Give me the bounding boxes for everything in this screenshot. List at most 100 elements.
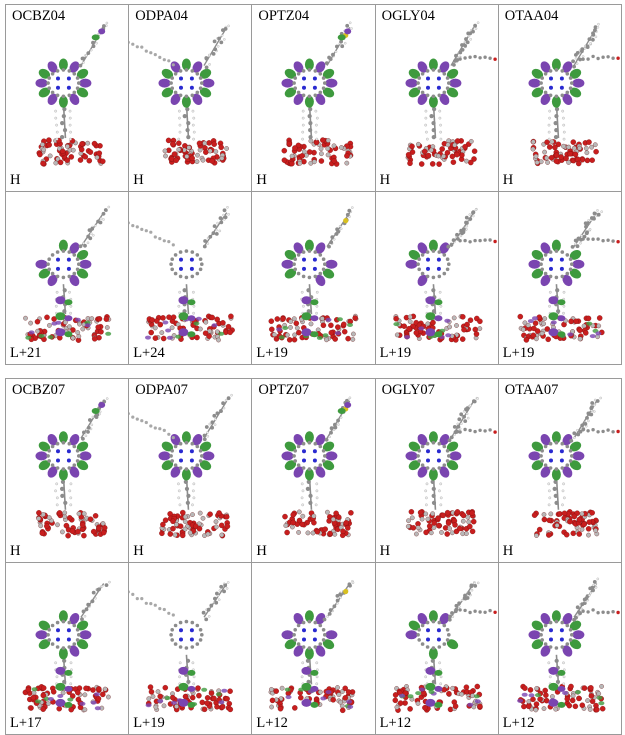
molecule — [281, 21, 354, 167]
molecule — [392, 581, 497, 713]
orbital-label: H — [502, 543, 514, 559]
tio2-slab — [145, 313, 236, 343]
molecule-render — [129, 393, 234, 539]
cell-otaa07-lumo: L+12 — [498, 563, 622, 735]
porphyrin-core — [35, 431, 92, 481]
anchor-chain — [177, 475, 196, 510]
molecule — [405, 21, 497, 167]
molecule-render — [35, 21, 109, 167]
cell-odpa07-lumo: L+19 — [129, 563, 253, 735]
molecule — [528, 396, 620, 538]
tio2-slab — [531, 509, 599, 538]
orbital-label: L+12 — [502, 715, 535, 731]
molecule-render — [129, 206, 236, 343]
cell-optz07-homo: OPTZ07 H — [252, 379, 376, 563]
anchor-chain — [177, 284, 196, 338]
anchor-chain — [423, 284, 443, 338]
molecule — [129, 206, 236, 343]
porphyrin-core — [528, 431, 585, 481]
anchor-chain — [423, 654, 443, 708]
molecule-label: ODPA07 — [135, 382, 188, 398]
cell-otaa07-homo: OTAA07 H — [498, 379, 622, 563]
orbital-label: L+17 — [10, 715, 42, 731]
molecule — [129, 24, 231, 166]
molecule — [517, 209, 620, 343]
anchor-chain — [54, 475, 73, 510]
orbital-label: H — [379, 543, 391, 559]
molecule — [516, 577, 620, 713]
molecule — [528, 22, 620, 167]
glycine-donor — [445, 207, 497, 249]
cell-ocbz04-lumo: L+21 — [6, 192, 130, 365]
molecule — [405, 396, 497, 537]
tio2-slab — [36, 137, 106, 167]
orbital-panel-04: OCBZ04 H ODPA04 H OPTZ04 H OGLY04 H OTAA04 H … — [5, 4, 622, 365]
molecule-render — [528, 396, 620, 538]
cell-optz04-lumo: L+19 — [252, 192, 376, 365]
anchor-chain — [301, 654, 320, 708]
molecule — [129, 581, 234, 713]
orbital-label: H — [502, 172, 514, 188]
tio2-slab — [162, 137, 230, 166]
tio2-slab — [159, 509, 231, 539]
anchor-chain — [547, 103, 566, 141]
tio2-slab — [23, 314, 112, 343]
porphyrin-core — [281, 610, 338, 660]
porphyrin-core — [405, 431, 461, 481]
orbital-label: H — [379, 172, 391, 188]
cell-odpa07-homo: ODPA07 H — [129, 379, 253, 563]
cell-ogly07-homo: OGLY07 H — [375, 379, 499, 563]
triazole-donor — [571, 577, 620, 622]
tio2-slab — [22, 684, 111, 713]
tio2-slab — [530, 138, 599, 167]
orbital-label: L+12 — [256, 715, 288, 731]
molecule-render — [23, 205, 112, 343]
anchor-chain — [423, 475, 443, 510]
molecule-render — [268, 206, 359, 343]
tio2-slab — [281, 137, 354, 167]
tio2-slab — [405, 138, 477, 167]
porphyrin-core — [158, 431, 215, 481]
anchor-chain — [423, 103, 442, 141]
molecule-label: OTAA07 — [504, 382, 559, 398]
molecule — [281, 396, 355, 539]
orbital-label: H — [10, 543, 21, 559]
phenothiazine-donor — [326, 206, 354, 249]
molecule-render — [405, 21, 497, 167]
porphyrin-core — [281, 239, 338, 287]
anchor-chain — [54, 284, 73, 338]
glycine-donor — [447, 581, 497, 622]
molecule — [35, 21, 109, 167]
molecule-render — [281, 21, 354, 167]
orbital-label: H — [133, 172, 144, 188]
molecule-render — [392, 207, 497, 343]
glycine-donor — [450, 21, 497, 67]
anchor-chain — [547, 475, 566, 510]
cell-optz04-homo: OPTZ04 H — [252, 5, 376, 192]
carbazole-donor — [78, 21, 109, 68]
orbital-label: H — [256, 543, 267, 559]
orbital-label: L+21 — [10, 345, 42, 361]
cell-otaa04-homo: OTAA04 H — [498, 5, 622, 192]
molecule — [129, 393, 234, 539]
cell-optz07-lumo: L+12 — [252, 563, 376, 735]
anchor-chain — [301, 103, 320, 141]
molecule-render — [129, 581, 234, 713]
molecule-render — [129, 24, 231, 166]
porphyrin-core — [35, 610, 92, 660]
carbazole-donor — [80, 580, 111, 622]
phenothiazine-donor — [325, 21, 354, 66]
porphyrin-core — [528, 610, 585, 657]
molecule-label: OGLY04 — [381, 8, 435, 24]
porphyrin-core — [169, 619, 204, 650]
triazole-donor — [570, 22, 620, 69]
cell-odpa04-lumo: L+24 — [129, 192, 253, 365]
triazole-donor — [570, 209, 620, 249]
glycine-donor — [447, 396, 497, 443]
diphenyl-donor — [129, 393, 234, 442]
orbital-label: L+24 — [133, 345, 165, 361]
molecule-render — [392, 581, 497, 713]
tio2-slab — [392, 683, 483, 713]
orbital-label: L+19 — [502, 345, 535, 361]
cell-ocbz07-lumo: L+17 — [6, 563, 130, 735]
